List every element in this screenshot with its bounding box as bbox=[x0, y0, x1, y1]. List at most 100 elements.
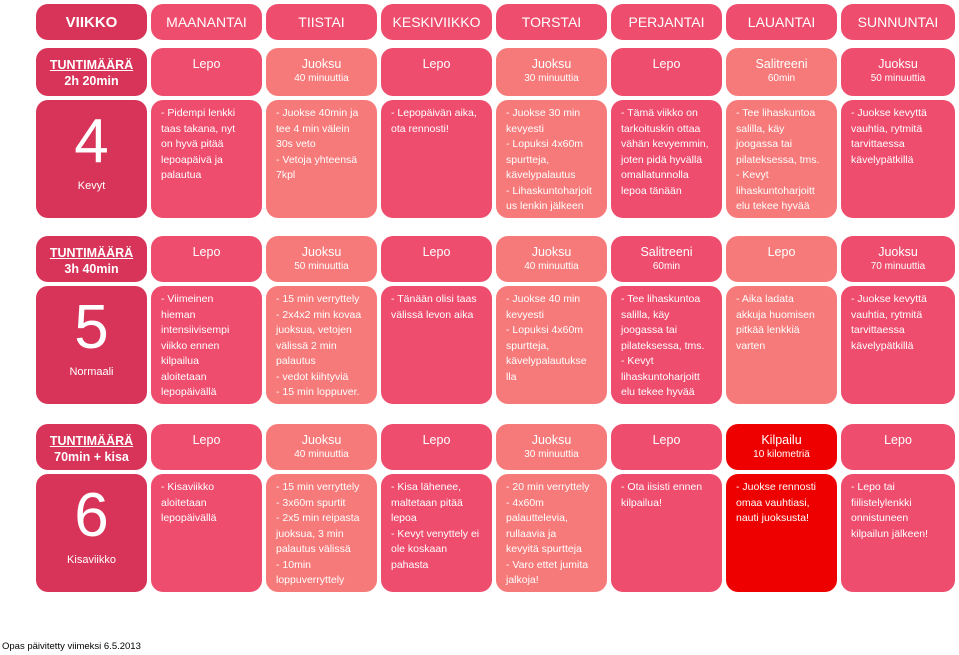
week-5-monday-description: - Viimeinen hieman intensiivisempi viikk… bbox=[151, 286, 262, 404]
week-5-thursday-activity: Juoksu 40 minuuttia bbox=[496, 236, 607, 282]
day-label: TORSTAI bbox=[521, 14, 582, 30]
week-5-sunday-description: - Juokse kevyttä vauhtia, rytmitä tarvit… bbox=[841, 286, 955, 404]
day-label: PERJANTAI bbox=[628, 14, 705, 30]
activity-duration: 30 minuuttia bbox=[524, 73, 579, 84]
activity-duration: 40 minuuttia bbox=[294, 73, 349, 84]
week-type: Kevyt bbox=[77, 180, 106, 192]
header-day-monday: MAANANTAI bbox=[151, 4, 262, 40]
day-label: LAUANTAI bbox=[747, 14, 816, 30]
hours-label: TUNTIMÄÄRÄ bbox=[49, 246, 134, 260]
week-4-sunday-activity: Juoksu 50 minuuttia bbox=[841, 48, 955, 96]
week-6-sunday-description: - Lepo tai fiilistelylenkki onnistuneen … bbox=[841, 474, 955, 592]
header-week-cell: VIIKKO bbox=[36, 4, 147, 40]
activity-duration: 50 minuuttia bbox=[870, 73, 926, 84]
activity-title: Juoksu bbox=[878, 245, 918, 259]
activity-title: Lepo bbox=[192, 433, 221, 447]
activity-duration: 40 minuuttia bbox=[294, 449, 349, 460]
header-day-tuesday: TIISTAI bbox=[266, 4, 377, 40]
week-4-thursday-description: - Juokse 30 min kevyesti - Lopuksi 4x60m… bbox=[496, 100, 607, 218]
header-day-sunday: SUNNUNTAI bbox=[841, 4, 955, 40]
activity-title: Juoksu bbox=[301, 245, 342, 259]
activity-title: Lepo bbox=[422, 57, 451, 71]
activity-title: Lepo bbox=[192, 245, 221, 259]
hours-value: 70min + kisa bbox=[54, 450, 129, 464]
week-6-thursday-description: - 20 min verryttely - 4x60m palauttelevi… bbox=[496, 474, 607, 592]
footer-updated-note: Opas päivitetty viimeksi 6.5.2013 bbox=[2, 641, 141, 652]
activity-title: Juoksu bbox=[301, 433, 342, 447]
week-5-monday-activity: Lepo bbox=[151, 236, 262, 282]
week-4-tuesday-description: - Juokse 40min ja tee 4 min välein 30s v… bbox=[266, 100, 377, 218]
activity-duration: 10 kilometriä bbox=[753, 449, 810, 460]
week-6-number-cell: 6 Kisaviikko bbox=[36, 474, 147, 592]
activity-title: Lepo bbox=[192, 57, 221, 71]
week-4-saturday-description: - Tee lihaskuntoa salilla, käy joogassa … bbox=[726, 100, 837, 218]
week-6-friday-activity: Lepo bbox=[611, 424, 722, 470]
week-6-saturday-description: - Juokse rennosti omaa vauhtiasi, nauti … bbox=[726, 474, 837, 592]
week-5-tuesday-activity: Juoksu 50 minuuttia bbox=[266, 236, 377, 282]
week-6-saturday-activity: Kilpailu 10 kilometriä bbox=[726, 424, 837, 470]
week-4-friday-activity: Lepo bbox=[611, 48, 722, 96]
week-6-friday-description: - Ota iisisti ennen kilpailua! bbox=[611, 474, 722, 592]
activity-duration: 30 minuuttia bbox=[524, 449, 579, 460]
week-number: 5 bbox=[74, 293, 109, 362]
week-number: 6 bbox=[74, 481, 109, 550]
week-6-sunday-activity: Lepo bbox=[841, 424, 955, 470]
activity-title: Juoksu bbox=[531, 433, 572, 447]
activity-duration: 60min bbox=[767, 73, 796, 84]
week-4-wednesday-description: - Lepopäivän aika, ota rennosti! bbox=[381, 100, 492, 218]
week-6-monday-activity: Lepo bbox=[151, 424, 262, 470]
week-4-tuesday-activity: Juoksu 40 minuuttia bbox=[266, 48, 377, 96]
activity-title: Salitreeni bbox=[640, 245, 693, 259]
activity-title: Juoksu bbox=[531, 57, 572, 71]
week-5-wednesday-activity: Lepo bbox=[381, 236, 492, 282]
day-label: MAANANTAI bbox=[166, 14, 247, 30]
week-type: Normaali bbox=[69, 366, 114, 378]
activity-title: Juoksu bbox=[301, 57, 342, 71]
activity-title: Lepo bbox=[422, 433, 451, 447]
week-4-number-cell: 4 Kevyt bbox=[36, 100, 147, 218]
week-6-thursday-activity: Juoksu 30 minuuttia bbox=[496, 424, 607, 470]
week-type: Kisaviikko bbox=[67, 554, 116, 566]
week-5-number-cell: 5 Normaali bbox=[36, 286, 147, 404]
week-4-friday-description: - Tämä viikko on tarkoituskin ottaa vähä… bbox=[611, 100, 722, 218]
day-label: KESKIVIIKKO bbox=[392, 14, 481, 30]
activity-duration: 50 minuuttia bbox=[294, 261, 349, 272]
header-day-saturday: LAUANTAI bbox=[726, 4, 837, 40]
header-week-label: VIIKKO bbox=[65, 13, 118, 31]
week-4-monday-description: - Pidempi lenkki taas takana, nyt on hyv… bbox=[151, 100, 262, 218]
week-4-thursday-activity: Juoksu 30 minuuttia bbox=[496, 48, 607, 96]
week-4-wednesday-activity: Lepo bbox=[381, 48, 492, 96]
week-4-monday-activity: Lepo bbox=[151, 48, 262, 96]
hours-label: TUNTIMÄÄRÄ bbox=[49, 434, 134, 448]
activity-title: Juoksu bbox=[531, 245, 572, 259]
activity-duration: 60min bbox=[652, 261, 681, 272]
week-5-saturday-activity: Lepo bbox=[726, 236, 837, 282]
week-5-tuesday-description: - 15 min verryttely - 2x4x2 min kovaa ju… bbox=[266, 286, 377, 404]
week-5-saturday-description: - Aika ladata akkuja huomisen pitkää len… bbox=[726, 286, 837, 404]
activity-title: Lepo bbox=[884, 433, 912, 447]
header-day-thursday: TORSTAI bbox=[496, 4, 607, 40]
hours-value: 2h 20min bbox=[64, 74, 119, 88]
week-5-friday-description: - Tee lihaskuntoa salilla, käy joogassa … bbox=[611, 286, 722, 404]
activity-duration: 40 minuuttia bbox=[524, 261, 579, 272]
header-day-wednesday: KESKIVIIKKO bbox=[381, 4, 492, 40]
week-6-tuesday-activity: Juoksu 40 minuuttia bbox=[266, 424, 377, 470]
week-4-saturday-activity: Salitreeni 60min bbox=[726, 48, 837, 96]
week-5-sunday-activity: Juoksu 70 minuuttia bbox=[841, 236, 955, 282]
week-4-hours: TUNTIMÄÄRÄ 2h 20min bbox=[36, 48, 147, 96]
activity-title: Lepo bbox=[422, 245, 451, 259]
week-5-thursday-description: - Juokse 40 min kevyesti - Lopuksi 4x60m… bbox=[496, 286, 607, 404]
week-6-monday-description: - Kisaviikko aloitetaan lepopäivällä bbox=[151, 474, 262, 592]
header-day-friday: PERJANTAI bbox=[611, 4, 722, 40]
activity-title: Lepo bbox=[652, 433, 681, 447]
week-6-wednesday-description: - Kisa lähenee, maltetaan pitää lepoa - … bbox=[381, 474, 492, 592]
week-6-tuesday-description: - 15 min verryttely - 3x60m spurtit - 2x… bbox=[266, 474, 377, 592]
activity-title: Salitreeni bbox=[755, 57, 808, 71]
activity-title: Juoksu bbox=[878, 57, 918, 71]
week-4-sunday-description: - Juokse kevyttä vauhtia, rytmitä tarvit… bbox=[841, 100, 955, 218]
week-number: 4 bbox=[74, 107, 109, 176]
hours-value: 3h 40min bbox=[64, 262, 119, 276]
week-5-friday-activity: Salitreeni 60min bbox=[611, 236, 722, 282]
week-6-hours: TUNTIMÄÄRÄ 70min + kisa bbox=[36, 424, 147, 470]
activity-title: Lepo bbox=[652, 57, 681, 71]
